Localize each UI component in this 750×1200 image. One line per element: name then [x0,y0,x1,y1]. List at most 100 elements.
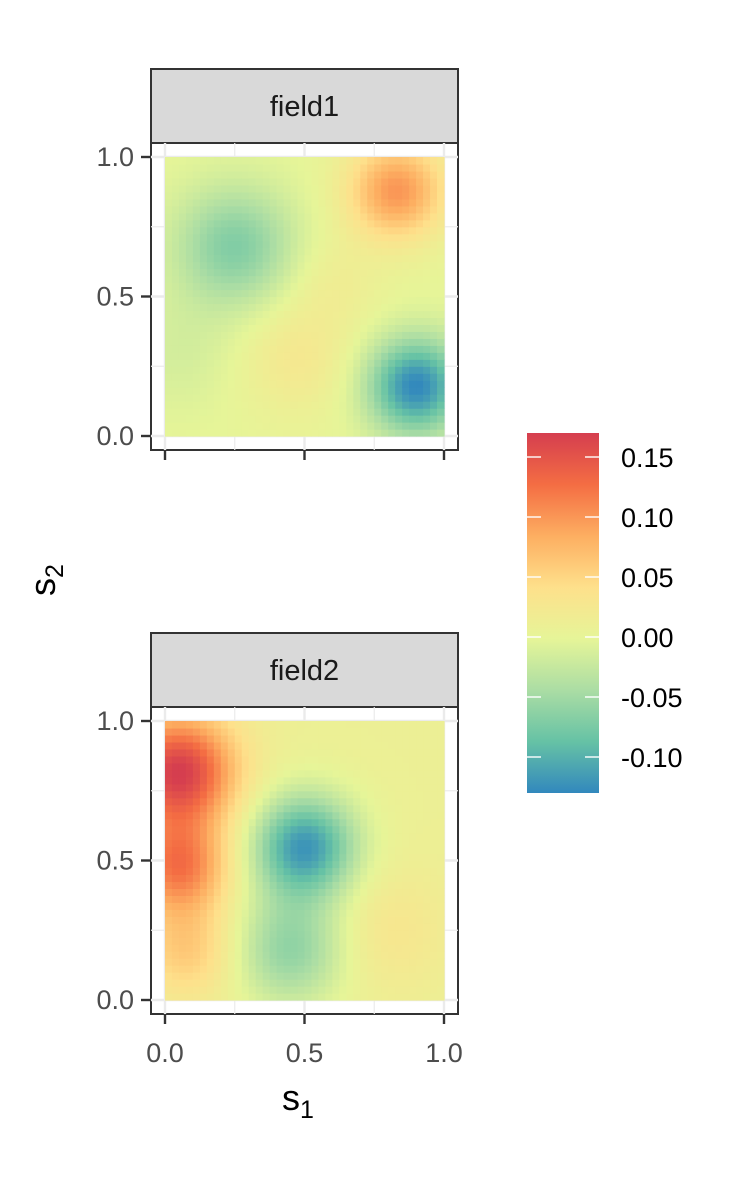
heatmap-tile [290,727,299,736]
heatmap-tile [206,867,215,876]
heatmap-tile [276,972,285,980]
heatmap-tile [318,387,327,395]
heatmap-tile [381,951,389,959]
heatmap-tile [402,721,410,729]
heatmap-tile [409,380,417,388]
heatmap-tile [290,874,299,883]
heatmap-tile [339,965,347,973]
heatmap-tile [388,986,396,994]
heatmap-tile [192,776,201,785]
heatmap-tile [395,345,403,353]
heatmap-tile [339,944,347,952]
heatmap-tile [185,324,194,332]
heatmap-tile [437,853,445,862]
heatmap-tile [213,303,222,312]
heatmap-tile [185,289,194,298]
heatmap-tile [430,867,438,876]
heatmap-tile [192,366,201,374]
heatmap-tile [283,345,292,353]
heatmap-tile [325,776,333,785]
heatmap-tile [297,415,306,423]
heatmap-tile [381,979,389,987]
heatmap-tile [276,177,285,186]
heatmap-tile [185,317,194,325]
heatmap-tile [381,874,389,883]
heatmap-tile [255,422,264,430]
heatmap-tile [395,804,403,813]
heatmap-tile [283,923,292,931]
heatmap-tile [437,422,445,430]
heatmap-tile [165,401,173,409]
heatmap-tile [381,247,389,256]
heatmap-tile [248,895,257,903]
heatmap-tile [227,170,236,179]
heatmap-tile [388,818,396,827]
heatmap-tile [213,275,222,284]
heatmap-tile [192,993,201,1001]
heatmap-tile [248,219,257,228]
heatmap-tile [185,846,194,855]
heatmap-tile [360,303,368,312]
heatmap-tile [325,157,333,165]
heatmap-tile [353,923,361,931]
heatmap-tile [318,888,327,896]
heatmap-tile [416,734,424,743]
heatmap-tile [367,853,375,862]
heatmap-tile [248,373,257,381]
heatmap-tile [227,373,236,381]
heatmap-tile [374,422,382,430]
heatmap-tile [374,762,382,771]
heatmap-tile [199,993,208,1001]
heatmap-tile [241,331,250,339]
heatmap-tile [297,282,306,291]
heatmap-tile [255,429,264,437]
heatmap-tile [255,233,264,242]
heatmap-tile [206,303,215,312]
heatmap-tile [304,916,313,924]
heatmap-tile [220,874,229,883]
heatmap-tile [206,198,215,207]
heatmap-tile [409,289,417,298]
heatmap-tile [395,832,403,841]
heatmap-tile [283,261,292,270]
heatmap-tile [437,986,445,994]
heatmap-tile [367,993,375,1001]
heatmap-tile [381,170,389,179]
heatmap-tile [304,839,313,848]
heatmap-tile [318,296,327,305]
heatmap-tile [437,212,445,221]
heatmap-tile [318,177,327,186]
heatmap-tile [339,825,347,834]
heatmap-tile [283,895,292,903]
heatmap-tile [423,198,431,207]
heatmap-tile [220,748,229,757]
heatmap-tile [339,240,347,249]
heatmap-tile [178,324,187,332]
heatmap-tile [395,387,403,395]
heatmap-tile [220,895,229,903]
heatmap-tile [304,930,313,938]
heatmap-tile [437,748,445,757]
heatmap-tile [262,324,271,332]
heatmap-tile [437,839,445,848]
heatmap-tile [241,762,250,771]
heatmap-tile [353,951,361,959]
heatmap-tile [332,860,340,869]
heatmap-tile [234,888,243,896]
heatmap-tile [227,727,236,736]
heatmap-tile [213,993,222,1001]
heatmap-tile [276,226,285,235]
heatmap-tile [395,860,403,869]
heatmap-tile [171,345,180,353]
heatmap-tile [276,352,285,360]
heatmap-tile [234,212,243,221]
heatmap-tile [297,832,306,841]
heatmap-tile [290,776,299,785]
heatmap-tile [423,748,431,757]
heatmap-tile [297,769,306,778]
heatmap-tile [269,818,278,827]
heatmap-tile [255,415,264,423]
heatmap-tile [339,233,347,242]
heatmap-tile [220,338,229,346]
heatmap-tile [304,748,313,757]
